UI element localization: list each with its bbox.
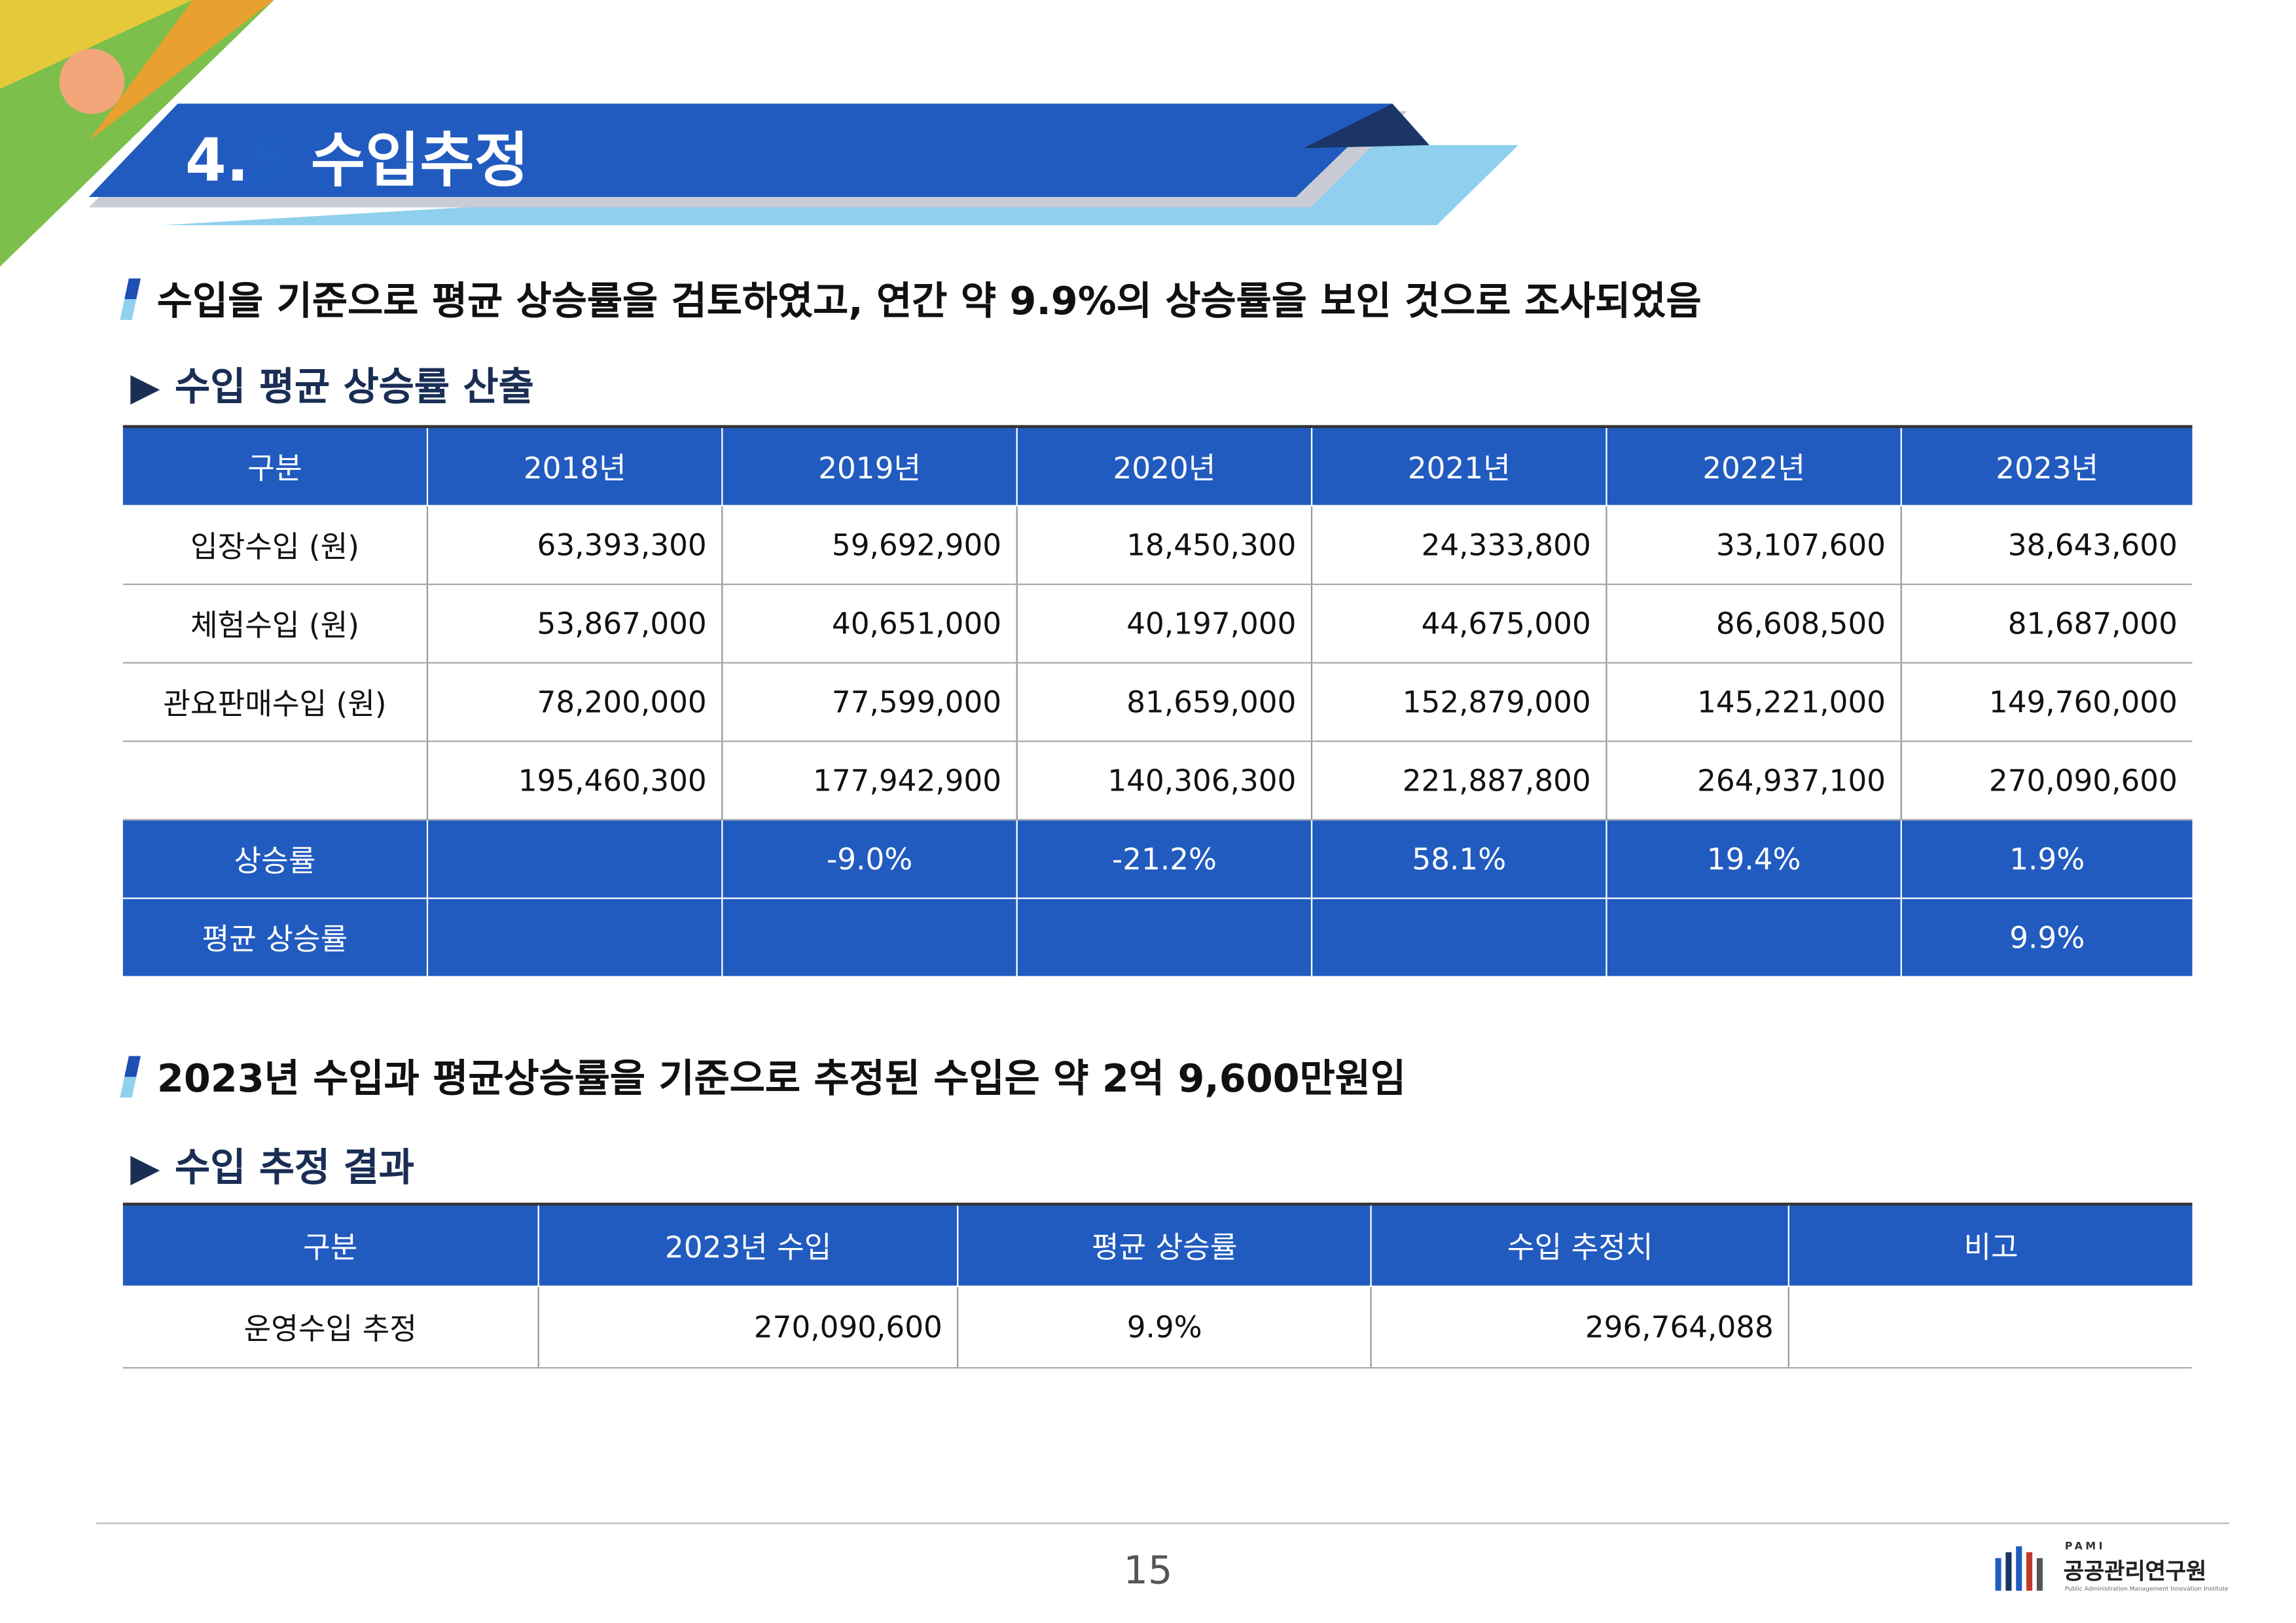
table-cell: 195,460,300 [427, 740, 723, 820]
bullet-text: 수입을 기준으로 평균 상승률을 검토하였고, 연간 약 9.9%의 상승률을 … [124, 271, 1702, 326]
table-cell: 77,599,000 [722, 662, 1018, 741]
table-cell: 63,393,300 [427, 505, 723, 584]
table-cell: 145,221,000 [1606, 662, 1902, 741]
table-cell: 44,675,000 [1312, 583, 1607, 663]
table-cell [122, 740, 429, 820]
table-cell: 140,306,300 [1016, 740, 1313, 820]
table-cell: 평균 상승률 [122, 897, 429, 977]
table-cell: 38,643,600 [1901, 505, 2193, 584]
table-row: 관요판매수입 (원) 78,200,000 77,599,000 81,659,000… [122, 662, 2193, 741]
logo-abbr: PAMI [2064, 1540, 2106, 1552]
table-row: 평균 상승률 9.9% [122, 897, 2193, 977]
logo-icon [1995, 1546, 2043, 1591]
table-cell: 33,107,600 [1606, 505, 1902, 584]
table-cell: 수입 추정치 [1371, 1202, 1790, 1287]
table-cell: 270,090,600 [538, 1285, 959, 1368]
table-cell: 270,090,600 [1901, 740, 2193, 820]
table: 구분 2023년 수입 평균 상승률 수입 추정치 비고 운영수입 추정 270,090,6… [122, 1202, 2193, 1368]
table-header: 구분 2023년 수입 평균 상승률 수입 추정치 비고 [122, 1202, 2193, 1287]
table-cell: -21.2% [1016, 819, 1313, 899]
table-cell: 2020년 [1016, 425, 1313, 506]
table-cell: 59,692,900 [722, 505, 1018, 584]
table-cell: 구분 [122, 1202, 539, 1287]
table-cell [722, 897, 1018, 977]
table-cell: 264,937,100 [1606, 740, 1902, 820]
table-cell: 86,608,500 [1606, 583, 1902, 663]
table-cell: 9.9% [1901, 897, 2193, 977]
table-cell: 40,197,000 [1016, 583, 1313, 663]
table-cell: 2021년 [1312, 425, 1607, 506]
table-cell: -9.0% [722, 819, 1018, 899]
table-cell: 81,687,000 [1901, 583, 2193, 663]
table-cell: 24,333,800 [1312, 505, 1607, 584]
table-cell: 81,659,000 [1016, 662, 1313, 741]
table-row: 195,460,300 177,942,900 140,306,300 221,887… [122, 740, 2193, 820]
header-decoration [0, 0, 1518, 267]
table-cell: 상승률 [122, 819, 429, 899]
table-cell: 19.4% [1606, 819, 1902, 899]
table-cell [427, 897, 723, 977]
table-cell: 구분 [122, 425, 429, 506]
table-cell: 2023년 [1901, 425, 2193, 506]
table-row: 입장수입 (원) 63,393,300 59,692,900 18,450,300 24… [122, 505, 2193, 584]
logo-subtitle: Public Administration Management Innovat… [2064, 1584, 2229, 1592]
table-cell: 운영수입 추정 [122, 1285, 539, 1368]
table-row: 상승률 -9.0% -21.2% 58.1% 19.4% 1.9% [122, 819, 2193, 899]
table-cell: 비고 [1789, 1202, 2193, 1287]
table-cell [1606, 897, 1902, 977]
table-cell: 2023년 수입 [538, 1202, 959, 1287]
table-cell: 체험수입 (원) [122, 583, 429, 663]
logo-name: 공공관리연구원 [2063, 1558, 2207, 1585]
table-header: 구분 2018년 2019년 2020년 2021년 2022년 2023년 [122, 425, 2193, 506]
table-cell: 221,887,800 [1312, 740, 1607, 820]
subheading: 수입 추정 결과 [130, 1137, 414, 1192]
table-cell: 296,764,088 [1371, 1285, 1790, 1368]
table-cell: 149,760,000 [1901, 662, 2193, 741]
table-cell: 53,867,000 [427, 583, 723, 663]
table-row: 운영수입 추정 270,090,600 9.9% 296,764,088 [122, 1285, 2193, 1368]
table-cell: 2019년 [722, 425, 1018, 506]
footer-line [96, 1522, 2230, 1524]
table-cell [1789, 1285, 2193, 1368]
table-cell [1312, 897, 1607, 977]
section-title: 4.5 수입추정 [185, 127, 529, 196]
table-cell: 2018년 [427, 425, 723, 506]
bullet-text: 2023년 수입과 평균상승률을 기준으로 추정된 수입은 약 2억 9,600… [124, 1048, 1406, 1103]
table: 구분 2018년 2019년 2020년 2021년 2022년 2023년 입장수입 (원)… [122, 425, 2193, 977]
table-cell: 18,450,300 [1016, 505, 1313, 584]
table-cell: 2022년 [1606, 425, 1902, 506]
table-cell: 152,879,000 [1312, 662, 1607, 741]
table-cell: 9.9% [958, 1285, 1372, 1368]
table-cell: 177,942,900 [722, 740, 1018, 820]
table-cell: 평균 상승률 [958, 1202, 1372, 1287]
table-cell: 1.9% [1901, 819, 2193, 899]
page-number: 15 [1123, 1549, 1173, 1594]
table-cell: 58.1% [1312, 819, 1607, 899]
table-cell: 입장수입 (원) [122, 505, 429, 584]
table-cell [427, 819, 723, 899]
table-cell: 78,200,000 [427, 662, 723, 741]
table-cell: 관요판매수입 (원) [122, 662, 429, 741]
subheading: 수입 평균 상승률 산출 [130, 357, 534, 412]
table-cell [1016, 897, 1313, 977]
table-row: 체험수입 (원) 53,867,000 40,651,000 40,197,000 44… [122, 583, 2193, 663]
table-cell: 40,651,000 [722, 583, 1018, 663]
